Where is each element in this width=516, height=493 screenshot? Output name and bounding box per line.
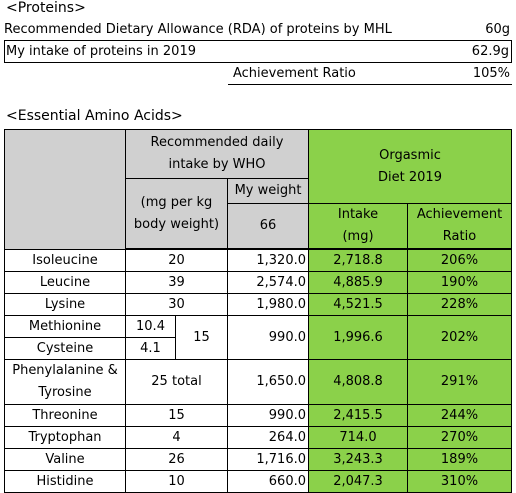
header-recommended: Recommended daily intake by WHO xyxy=(125,129,309,179)
amino-name: Isoleucine xyxy=(4,249,126,272)
amino-acid-table: Recommended daily intake by WHO Orgasmic… xyxy=(4,129,512,493)
header-weight-value: 66 xyxy=(227,203,309,249)
per-kg-number: 25 xyxy=(151,374,168,389)
header-mg-per-kg: (mg per kg body weight) xyxy=(125,178,228,249)
need-value: 660.0 xyxy=(227,470,309,493)
amino-name: Leucine xyxy=(4,271,126,294)
ratio-value: 189% xyxy=(407,448,512,471)
table-row: Cysteine 4.1 xyxy=(4,337,512,360)
ratio-value: 105% xyxy=(472,66,510,81)
ratio-value: 202% xyxy=(407,315,512,360)
intake-value: 62.9g xyxy=(471,44,509,59)
intake-value: 3,243.3 xyxy=(308,448,408,471)
table-row: Isoleucine 20 1,320.0 2,718.8 206% xyxy=(4,249,512,272)
amino-name: Cysteine xyxy=(4,337,126,360)
intake-value: 4,808.8 xyxy=(308,359,408,405)
intake-value: 2,047.3 xyxy=(308,470,408,493)
per-kg-value: 10.4 xyxy=(125,315,176,338)
amino-name: Valine xyxy=(4,448,126,471)
table-row: Tryptophan 4 264.0 714.0 270% xyxy=(4,426,512,449)
amino-name: Tryptophan xyxy=(4,426,126,449)
need-value: 2,574.0 xyxy=(227,271,309,294)
need-value: 1,980.0 xyxy=(227,293,309,316)
amino-name: Threonine xyxy=(4,404,126,427)
amino-section-title: <Essential Amino Acids> xyxy=(6,108,183,124)
ratio-value: 190% xyxy=(407,271,512,294)
per-kg-total: 15 xyxy=(175,315,228,360)
per-kg-value: 4.1 xyxy=(125,337,176,360)
need-value: 264.0 xyxy=(227,426,309,449)
rda-value: 60g xyxy=(485,22,510,37)
ratio-row: Achievement Ratio 105% xyxy=(228,63,512,85)
rda-row: Recommended Dietary Allowance (RDA) of p… xyxy=(4,19,512,41)
per-kg-value: 26 xyxy=(125,448,228,471)
table-row: Phenylalanine & Tyrosine 25 total 1,650.… xyxy=(4,359,512,405)
ratio-value: 310% xyxy=(407,470,512,493)
per-kg-value: 25 total xyxy=(125,359,228,405)
per-kg-value: 30 xyxy=(125,293,228,316)
need-value: 1,716.0 xyxy=(227,448,309,471)
table-row: Lysine 30 1,980.0 4,521.5 228% xyxy=(4,293,512,316)
intake-value: 1,996.6 xyxy=(308,315,408,360)
ratio-value: 228% xyxy=(407,293,512,316)
table-row: Threonine 15 990.0 2,415.5 244% xyxy=(4,404,512,427)
need-value: 1,320.0 xyxy=(227,249,309,272)
proteins-section-title: <Proteins> xyxy=(6,0,86,16)
header-intake: Intake (mg) xyxy=(308,203,408,249)
per-kg-value: 39 xyxy=(125,271,228,294)
intake-row: My intake of proteins in 2019 62.9g xyxy=(4,40,512,63)
header-corner xyxy=(4,129,126,250)
intake-value: 2,718.8 xyxy=(308,249,408,272)
per-kg-value: 15 xyxy=(125,404,228,427)
per-kg-total-label: total xyxy=(171,374,202,389)
header-my-weight: My weight xyxy=(227,178,309,204)
need-value: 1,650.0 xyxy=(227,359,309,405)
need-value: 990.0 xyxy=(227,404,309,427)
amino-name: Histidine xyxy=(4,470,126,493)
header-achievement: Achievement Ratio xyxy=(407,203,512,249)
intake-value: 4,885.9 xyxy=(308,271,408,294)
table-row: Methionine 10.4 15 990.0 1,996.6 202% xyxy=(4,315,512,360)
ratio-value: 206% xyxy=(407,249,512,272)
rda-label: Recommended Dietary Allowance (RDA) of p… xyxy=(4,22,392,37)
per-kg-value: 4 xyxy=(125,426,228,449)
intake-value: 2,415.5 xyxy=(308,404,408,427)
need-value: 990.0 xyxy=(227,315,309,360)
per-kg-value: 20 xyxy=(125,249,228,272)
intake-value: 714.0 xyxy=(308,426,408,449)
table-row: Histidine 10 660.0 2,047.3 310% xyxy=(4,470,512,493)
intake-value: 4,521.5 xyxy=(308,293,408,316)
table-row: Valine 26 1,716.0 3,243.3 189% xyxy=(4,448,512,471)
amino-name: Phenylalanine & Tyrosine xyxy=(4,359,126,405)
amino-name: Lysine xyxy=(4,293,126,316)
per-kg-value: 10 xyxy=(125,470,228,493)
table-row: Leucine 39 2,574.0 4,885.9 190% xyxy=(4,271,512,294)
amino-name: Methionine xyxy=(4,315,126,338)
ratio-value: 244% xyxy=(407,404,512,427)
ratio-value: 291% xyxy=(407,359,512,405)
intake-label: My intake of proteins in 2019 xyxy=(6,44,196,59)
header-diet: Orgasmic Diet 2019 xyxy=(308,129,512,204)
ratio-label: Achievement Ratio xyxy=(233,66,356,81)
ratio-value: 270% xyxy=(407,426,512,449)
